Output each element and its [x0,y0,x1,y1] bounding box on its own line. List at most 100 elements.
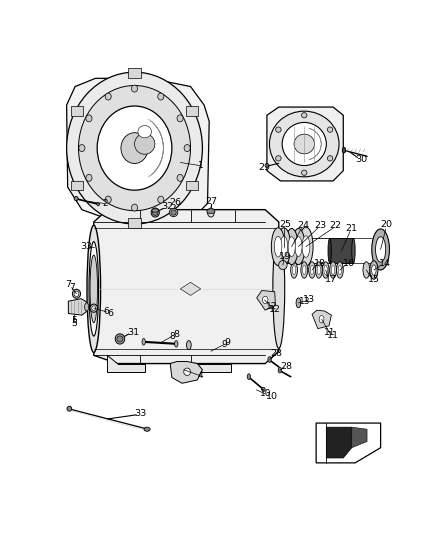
Ellipse shape [78,85,191,211]
Ellipse shape [158,93,164,100]
Ellipse shape [285,229,298,265]
Polygon shape [170,361,202,383]
Ellipse shape [97,106,172,190]
Ellipse shape [171,210,176,215]
Text: 31: 31 [127,328,139,337]
Ellipse shape [74,291,79,296]
Ellipse shape [317,265,321,274]
Polygon shape [186,181,198,190]
Ellipse shape [276,156,281,161]
Polygon shape [180,282,201,295]
Ellipse shape [274,236,282,257]
Ellipse shape [187,341,191,350]
Ellipse shape [319,316,324,323]
Text: 7: 7 [69,283,74,292]
Ellipse shape [322,262,329,278]
Text: 6: 6 [103,308,109,317]
Text: 7: 7 [65,280,71,289]
Polygon shape [330,238,353,263]
Ellipse shape [278,367,282,373]
Ellipse shape [315,262,322,278]
Ellipse shape [152,209,159,212]
Text: 29: 29 [258,163,270,172]
Ellipse shape [268,357,271,362]
Text: 12: 12 [265,302,277,311]
Ellipse shape [92,306,96,310]
Ellipse shape [208,208,214,217]
Polygon shape [184,364,231,372]
Ellipse shape [151,208,159,217]
Ellipse shape [301,112,307,118]
Ellipse shape [338,265,342,274]
Ellipse shape [269,111,339,177]
Ellipse shape [105,93,111,100]
Ellipse shape [332,265,335,274]
Ellipse shape [327,127,333,132]
Text: 28: 28 [280,361,292,370]
Ellipse shape [328,238,332,263]
Ellipse shape [375,237,386,262]
Ellipse shape [311,265,314,274]
Ellipse shape [177,115,183,122]
Ellipse shape [303,265,306,274]
Text: 11: 11 [324,328,336,337]
Text: 14: 14 [379,259,391,268]
Ellipse shape [292,229,305,265]
Polygon shape [94,209,279,364]
Ellipse shape [97,203,99,206]
Ellipse shape [282,123,326,166]
Ellipse shape [372,229,389,270]
Ellipse shape [301,262,307,278]
Ellipse shape [134,134,155,154]
Text: 4: 4 [198,372,204,381]
Polygon shape [128,218,141,228]
Text: 18: 18 [314,259,325,268]
Ellipse shape [330,262,336,278]
Ellipse shape [121,133,148,164]
Text: 5: 5 [71,319,77,328]
Ellipse shape [170,208,178,216]
Ellipse shape [342,147,346,153]
Text: 30: 30 [356,155,367,164]
Ellipse shape [158,196,164,203]
Polygon shape [67,78,209,222]
Text: 8: 8 [173,330,179,340]
Ellipse shape [294,134,314,154]
Ellipse shape [309,262,315,278]
Text: 21: 21 [345,224,357,232]
Ellipse shape [131,85,138,92]
Ellipse shape [131,204,138,211]
Ellipse shape [292,265,296,274]
Ellipse shape [296,298,301,308]
Text: 8: 8 [169,332,175,341]
Ellipse shape [276,127,281,132]
Polygon shape [267,107,343,181]
Ellipse shape [72,289,81,298]
Text: 20: 20 [381,220,393,229]
Polygon shape [316,423,381,463]
Text: 2: 2 [102,199,108,208]
Ellipse shape [175,341,178,347]
Polygon shape [107,356,145,372]
Ellipse shape [262,387,265,391]
Ellipse shape [302,236,310,257]
Ellipse shape [352,238,355,263]
Ellipse shape [85,303,88,311]
Ellipse shape [336,262,343,278]
Text: 3: 3 [85,242,91,251]
Text: 24: 24 [297,221,310,230]
Ellipse shape [247,374,251,379]
Ellipse shape [295,237,302,256]
Ellipse shape [87,225,101,352]
Ellipse shape [301,170,307,175]
Text: 6: 6 [107,309,113,318]
Ellipse shape [86,115,92,122]
Polygon shape [326,427,352,458]
Ellipse shape [280,236,288,257]
Text: 10: 10 [259,390,271,399]
Ellipse shape [327,156,333,161]
Polygon shape [68,298,87,315]
Polygon shape [71,181,83,190]
Text: 13: 13 [298,297,310,306]
Ellipse shape [86,174,92,181]
